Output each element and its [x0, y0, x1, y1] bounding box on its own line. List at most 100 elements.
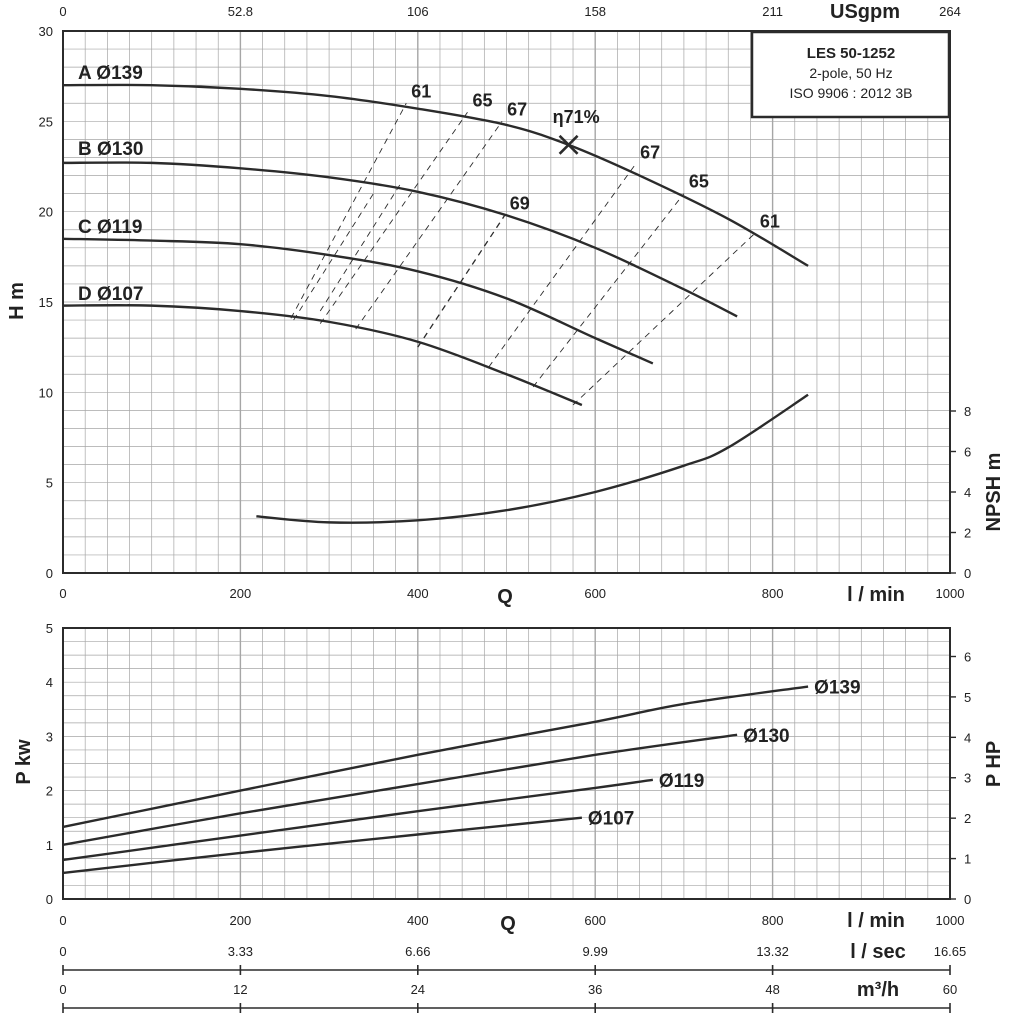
top-axis-label: USgpm: [830, 1, 900, 23]
bottom-axis-tick-label: 24: [411, 982, 425, 997]
power-y-tick-label: 4: [46, 675, 53, 690]
head-y-tick-label: 20: [39, 205, 53, 220]
efficiency-label: 67: [640, 143, 660, 163]
bottom-axis-tick-label: 48: [765, 982, 779, 997]
bottom-axis-tick-label: 6.66: [405, 944, 430, 959]
efficiency-line: [488, 164, 636, 368]
npsh-tick-label: 0: [964, 566, 971, 581]
info-box-title: LES 50-1252: [807, 45, 895, 62]
bottom-axis-tick-label: 60: [943, 982, 957, 997]
power-y-tick-label: 5: [46, 621, 53, 636]
npsh-axis-label: NPSH m: [983, 453, 1005, 532]
head-y-axis-label: H m: [6, 282, 28, 320]
bottom-axis-tick-label: 12: [233, 982, 247, 997]
head-curve-label: B Ø130: [78, 139, 143, 160]
power-hp-tick-label: 5: [964, 690, 971, 705]
power-y-tick-label: 2: [46, 784, 53, 799]
efficiency-line: [355, 121, 503, 330]
power-curve-1: [62, 685, 809, 829]
power-curve-label: Ø139: [814, 678, 860, 699]
bottom-axis-tick-label: 0: [59, 944, 66, 959]
efficiency-line: [319, 184, 401, 312]
power-y-tick-label: 1: [46, 838, 53, 853]
power-curve-label: Ø119: [659, 771, 704, 792]
head-y-tick-label: 5: [46, 476, 53, 491]
bep-marker: [558, 134, 579, 155]
efficiency-line: [532, 193, 685, 388]
head-curve-label: C Ø119: [78, 217, 142, 238]
efficiency-label: 61: [411, 81, 431, 101]
power-x-tick-label: 800: [762, 913, 784, 928]
top-usgpm-tick-label: 211: [762, 4, 783, 19]
head-y-tick-label: 10: [39, 385, 53, 400]
info-box-line-2: ISO 9906 : 2012 3B: [790, 85, 913, 101]
top-usgpm-tick-label: 264: [939, 4, 961, 19]
power-y-axis-label: P kw: [13, 739, 35, 785]
efficiency-label: 61: [760, 211, 780, 231]
power-x-tick-label: 400: [407, 913, 429, 928]
power-hp-tick-label: 2: [964, 811, 971, 826]
efficiency-line: [293, 193, 374, 321]
info-box-line-1: 2-pole, 50 Hz: [809, 65, 892, 81]
power-curve-2: [62, 733, 738, 846]
power-y-tick-label: 3: [46, 729, 53, 744]
bep-label: η71%: [553, 107, 600, 127]
power-hp-tick-label: 4: [964, 730, 971, 745]
power-hp-tick-label: 6: [964, 649, 971, 664]
head-y-tick-label: 0: [46, 566, 53, 581]
power-x-unit-label: l / min: [847, 910, 905, 932]
power-curve-label: Ø130: [743, 726, 789, 747]
power-hp-tick-label: 1: [964, 852, 971, 867]
power-curve-3: [62, 778, 654, 862]
bottom-axis-tick-label: 16.65: [934, 944, 967, 959]
efficiency-line: [572, 233, 756, 406]
head-x-tick-label: 1000: [936, 586, 965, 601]
head-x-axis-label: Q: [497, 586, 513, 608]
efficiency-line: [417, 214, 506, 348]
efficiency-label: 65: [689, 172, 709, 192]
bottom-axis-tick-label: 36: [588, 982, 602, 997]
power-y-tick-label: 0: [46, 892, 53, 907]
info-box: [750, 30, 951, 119]
efficiency-label: 67: [507, 99, 527, 119]
power-x-tick-label: 200: [230, 913, 252, 928]
bottom-axis-tick-label: 9.99: [583, 944, 608, 959]
efficiency-line: [290, 103, 407, 319]
head-y-tick-label: 30: [39, 24, 53, 39]
head-curve-1: [62, 83, 809, 267]
power-x-tick-label: 0: [59, 913, 66, 928]
head-x-tick-label: 0: [59, 586, 66, 601]
power-hp-tick-label: 3: [964, 771, 971, 786]
bottom-axis-tick-label: 13.32: [756, 944, 789, 959]
power-curve-label: Ø107: [588, 809, 634, 830]
npsh-curve: [256, 393, 809, 524]
npsh-tick-label: 8: [964, 404, 971, 419]
power-x-tick-label: 600: [584, 913, 606, 928]
bottom-axis-tick-label: 0: [59, 982, 66, 997]
npsh-tick-label: 4: [964, 485, 971, 500]
top-usgpm-tick-label: 0: [59, 4, 66, 19]
top-usgpm-tick-label: 158: [584, 4, 606, 19]
power-hp-tick-label: 0: [964, 892, 971, 907]
head-y-tick-label: 15: [39, 295, 53, 310]
bottom-axis-tick-label: 3.33: [228, 944, 253, 959]
head-curve-label: A Ø139: [78, 63, 143, 84]
head-frame: [62, 30, 951, 574]
efficiency-label: 69: [510, 193, 530, 213]
power-hp-axis-label: P HP: [983, 741, 1005, 787]
head-x-tick-label: 600: [584, 586, 606, 601]
head-curve-label: D Ø107: [78, 284, 143, 305]
head-y-tick-label: 25: [39, 114, 53, 129]
power-x-tick-label: 1000: [936, 913, 965, 928]
power-curve-4: [62, 816, 583, 875]
efficiency-line: [319, 112, 468, 324]
head-x-unit-label: l / min: [847, 584, 905, 606]
top-usgpm-tick-label: 106: [407, 4, 429, 19]
head-x-tick-label: 200: [230, 586, 252, 601]
head-curve-4: [62, 304, 583, 407]
npsh-tick-label: 6: [964, 445, 971, 460]
efficiency-label: 65: [472, 90, 492, 110]
bottom-axis-label: l / sec: [850, 941, 906, 963]
head-curve-2: [62, 161, 738, 318]
